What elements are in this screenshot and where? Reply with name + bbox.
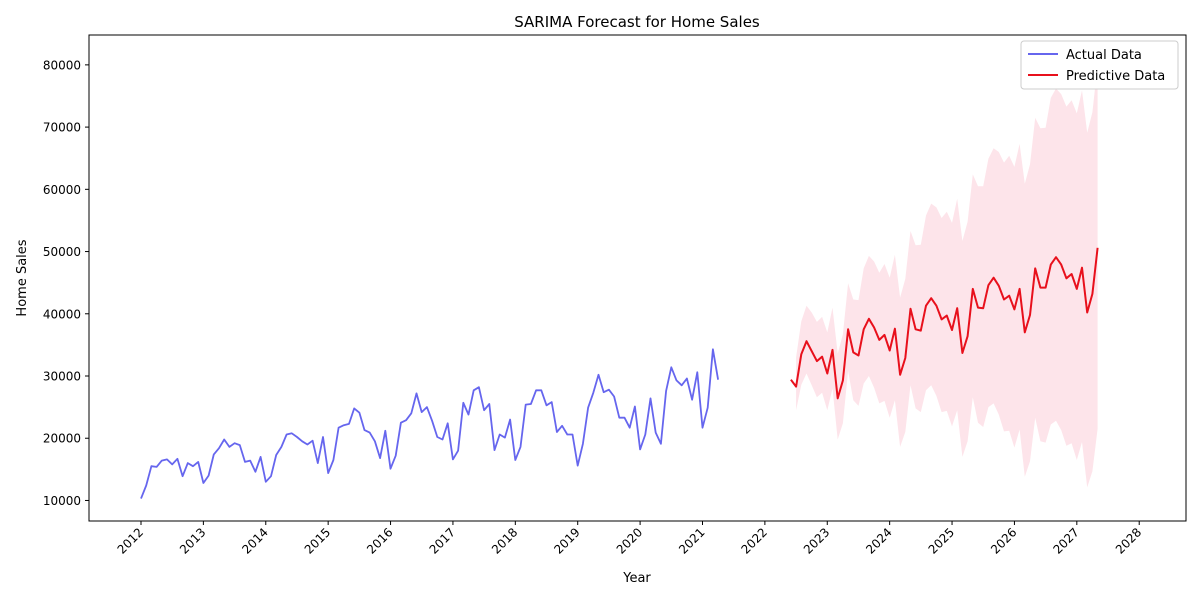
y-tick-label: 20000 bbox=[43, 432, 81, 446]
y-axis-label: Home Sales bbox=[15, 239, 30, 316]
legend-box bbox=[1020, 40, 1179, 90]
y-tick-label: 70000 bbox=[43, 121, 81, 135]
y-tick-label: 60000 bbox=[43, 183, 81, 197]
predictive-data-line bbox=[790, 247, 1099, 400]
y-tick-label: 10000 bbox=[43, 494, 81, 508]
legend-label-forecast: Predictive Data bbox=[1066, 69, 1165, 84]
x-axis-label: Year bbox=[622, 571, 651, 586]
legend: Actual Data Predictive Data bbox=[1020, 40, 1179, 90]
confidence-band-layer bbox=[796, 64, 1098, 488]
y-tick-label: 50000 bbox=[43, 245, 81, 259]
y-tick-label: 30000 bbox=[43, 370, 81, 384]
y-tick-label: 40000 bbox=[43, 307, 81, 321]
legend-label-actual: Actual Data bbox=[1066, 48, 1142, 63]
chart-title: SARIMA Forecast for Home Sales bbox=[514, 13, 760, 31]
y-axis: 10000 20000 30000 40000 50000 60000 70000 80000 bbox=[43, 58, 89, 508]
plot-area-frame bbox=[88, 34, 1187, 522]
confidence-band bbox=[796, 64, 1098, 488]
actual-data-line bbox=[140, 348, 719, 499]
y-tick-label: 80000 bbox=[43, 58, 81, 72]
series-layer bbox=[140, 247, 1099, 499]
